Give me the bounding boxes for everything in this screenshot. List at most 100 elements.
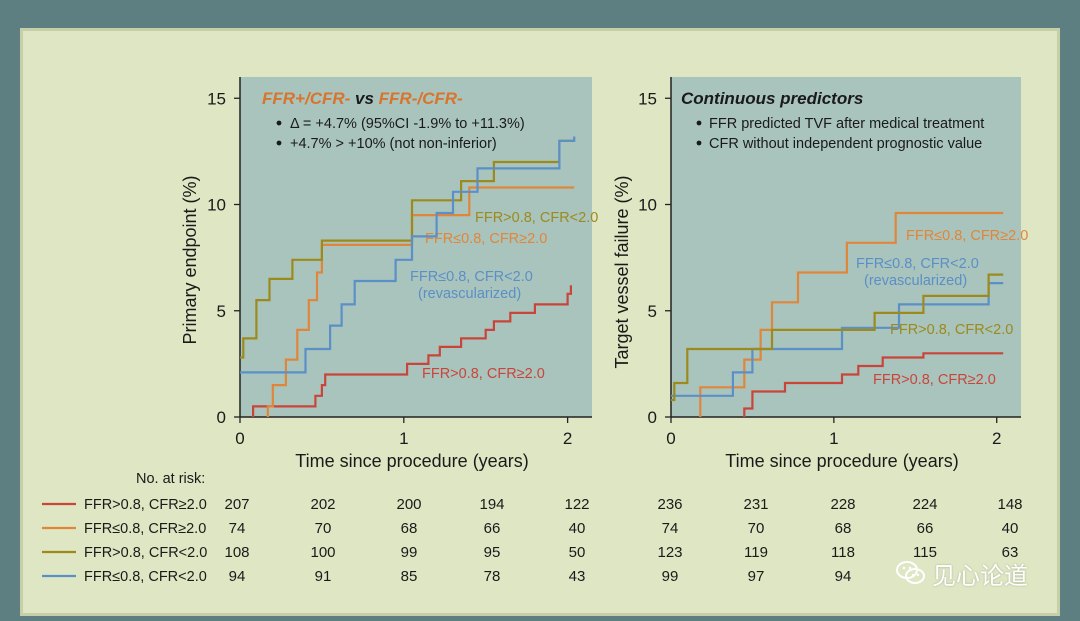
risk-cell: 91 — [315, 568, 332, 585]
risk-cell: 108 — [224, 544, 249, 561]
y-tick-label: 15 — [638, 89, 657, 108]
y-axis-label: Target vessel failure (%) — [612, 175, 632, 368]
risk-cell: 68 — [835, 520, 852, 537]
y-tick-label: 15 — [207, 89, 226, 108]
x-tick-label: 0 — [235, 429, 244, 448]
risk-cell: 228 — [830, 496, 855, 513]
chart-title-part: Continuous predictors — [681, 89, 863, 108]
risk-cell: 94 — [835, 568, 852, 585]
risk-cell: 40 — [1002, 520, 1019, 537]
risk-cell: 70 — [748, 520, 765, 537]
series-label: (revascularized) — [418, 286, 521, 302]
risk-cell: 74 — [662, 520, 679, 537]
risk-cell: 63 — [1002, 544, 1019, 561]
risk-cell: 74 — [229, 520, 246, 537]
risk-cell: 94 — [229, 568, 246, 585]
y-tick-label: 10 — [638, 196, 657, 215]
risk-cell: 224 — [912, 496, 937, 513]
risk-row-label: FFR>0.8, CFR≥2.0 — [84, 497, 207, 513]
series-line — [240, 139, 575, 359]
risk-cell: 66 — [484, 520, 501, 537]
bullet-text: +4.7% > +10% (not non-inferior) — [290, 136, 497, 152]
series-label: FFR≤0.8, CFR≥2.0 — [906, 228, 1028, 244]
y-tick-label: 5 — [217, 302, 226, 321]
y-tick-label: 0 — [217, 408, 226, 427]
series-label: FFR≤0.8, CFR<2.0 — [410, 269, 533, 285]
x-tick-label: 1 — [399, 429, 408, 448]
risk-cell: 115 — [913, 544, 937, 561]
risk-cell: 68 — [401, 520, 418, 537]
risk-cell: 97 — [748, 568, 765, 585]
series-label: FFR≤0.8, CFR<2.0 — [856, 256, 979, 272]
y-axis-label: Primary endpoint (%) — [180, 175, 200, 344]
risk-cell: 148 — [997, 496, 1022, 513]
chart-title: Continuous predictors — [681, 89, 863, 108]
chart-target-vessel-failure: 0 5 10 15 0 1 2 Time since procedure (years) Tar… — [612, 77, 1028, 471]
risk-cell: 207 — [224, 496, 249, 513]
risk-cell: 50 — [569, 544, 586, 561]
risk-cell: 236 — [657, 496, 682, 513]
wechat-icon — [896, 560, 926, 586]
chart-title-part: FFR-/CFR- — [379, 89, 463, 108]
risk-table: No. at risk: FFR>0.8, CFR≥2.0 207 202 200 194… — [42, 471, 1023, 585]
y-tick-label: 0 — [648, 408, 657, 427]
risk-cell: 99 — [662, 568, 679, 585]
plot-area — [240, 77, 592, 417]
x-axis-label: Time since procedure (years) — [725, 451, 958, 471]
series-line — [252, 285, 572, 417]
series-label: (revascularized) — [864, 273, 967, 289]
x-tick-label: 1 — [829, 429, 838, 448]
watermark: 见心论道 — [896, 556, 1056, 590]
risk-cell: 40 — [569, 520, 586, 537]
chart-title-part: FFR+/CFR- — [262, 89, 351, 108]
y-tick-label: 10 — [207, 196, 226, 215]
y-tick-label: 5 — [648, 302, 657, 321]
risk-cell: 66 — [917, 520, 934, 537]
bullet-text: FFR predicted TVF after medical treatmen… — [709, 116, 984, 132]
risk-cell: 231 — [743, 496, 768, 513]
risk-cell: 200 — [396, 496, 421, 513]
series-line — [743, 352, 1004, 417]
risk-cell: 100 — [310, 544, 335, 561]
bullet-dot — [276, 120, 282, 126]
chart-title-part: vs — [350, 89, 378, 108]
x-axis-label: Time since procedure (years) — [295, 451, 528, 471]
series-label: FFR>0.8, CFR≥2.0 — [422, 366, 545, 382]
series-line — [240, 136, 576, 374]
series-label: FFR>0.8, CFR<2.0 — [475, 210, 598, 226]
chart-title: FFR+/CFR- vs FFR-/CFR- — [262, 89, 463, 108]
bullet-text: Δ = +4.7% (95%CI -1.9% to +11.3%) — [290, 116, 525, 132]
risk-cell: 95 — [484, 544, 501, 561]
risk-row-label: FFR≤0.8, CFR≥2.0 — [84, 521, 206, 537]
risk-cell: 118 — [831, 544, 855, 561]
risk-cell: 85 — [401, 568, 418, 585]
risk-cell: 70 — [315, 520, 332, 537]
x-tick-label: 0 — [666, 429, 675, 448]
series-line — [699, 211, 1004, 417]
risk-row-label: FFR≤0.8, CFR<2.0 — [84, 569, 207, 585]
risk-cell: 122 — [564, 496, 589, 513]
risk-cell: 78 — [484, 568, 501, 585]
series-line — [671, 282, 1004, 397]
watermark-text: 见心论道 — [932, 561, 1028, 590]
risk-table-title: No. at risk: — [136, 471, 205, 487]
bullet-dot — [696, 140, 702, 146]
risk-cell: 123 — [657, 544, 682, 561]
x-tick-label: 2 — [563, 429, 572, 448]
series-line — [671, 273, 1004, 402]
risk-cell: 202 — [310, 496, 335, 513]
risk-cell: 43 — [569, 568, 586, 585]
bullet-dot — [276, 140, 282, 146]
risk-cell: 194 — [479, 496, 504, 513]
bullet-text: CFR without independent prognostic value — [709, 136, 982, 152]
chart-primary-endpoint: 0 5 10 15 0 1 2 Time since procedure (years) Pri… — [180, 77, 598, 471]
series-label: FFR>0.8, CFR<2.0 — [890, 322, 1013, 338]
risk-cell: 119 — [744, 544, 768, 561]
series-label: FFR≤0.8, CFR≥2.0 — [425, 231, 547, 247]
series-label: FFR>0.8, CFR≥2.0 — [873, 372, 996, 388]
x-tick-label: 2 — [992, 429, 1001, 448]
risk-row-label: FFR>0.8, CFR<2.0 — [84, 545, 207, 561]
risk-cell: 99 — [401, 544, 418, 561]
bullet-dot — [696, 120, 702, 126]
